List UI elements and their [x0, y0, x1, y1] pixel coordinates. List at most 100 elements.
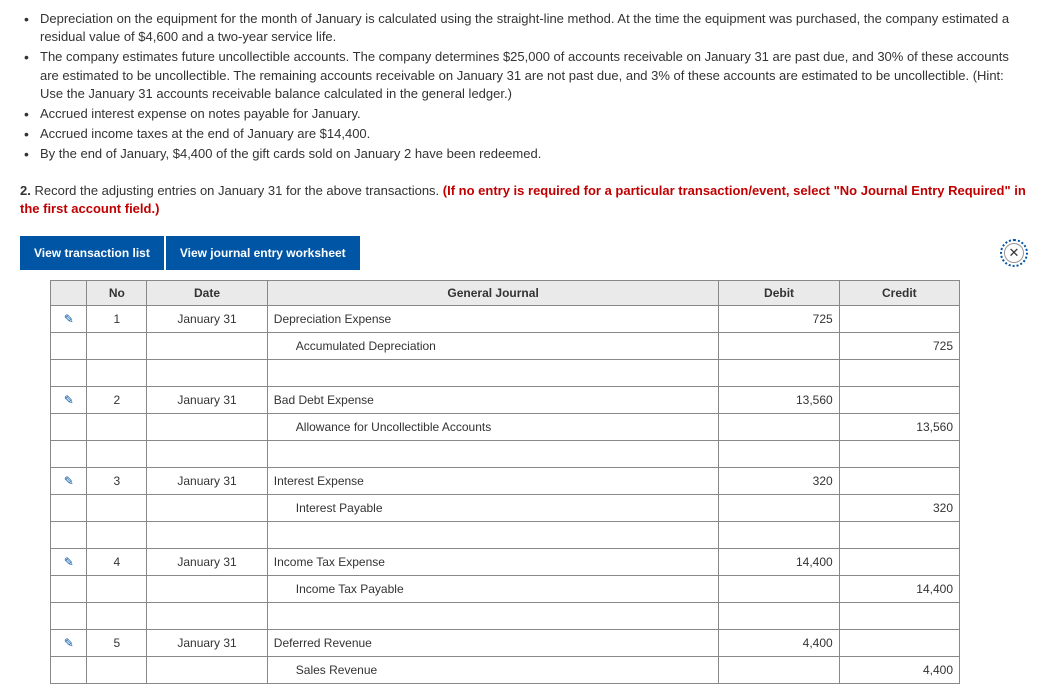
edit-cell [51, 332, 87, 359]
account-name[interactable]: Interest Payable [267, 494, 719, 521]
edit-cell [51, 656, 87, 683]
spacer-cell [719, 521, 839, 548]
debit-amount[interactable]: 725 [719, 305, 839, 332]
spacer-cell [51, 602, 87, 629]
edit-cell[interactable]: ✎ [51, 467, 87, 494]
entry-number [87, 656, 147, 683]
spacer-cell [147, 440, 268, 467]
account-name[interactable]: Income Tax Expense [267, 548, 719, 575]
debit-amount[interactable] [719, 413, 839, 440]
spacer-cell [267, 440, 719, 467]
spacer-cell [51, 359, 87, 386]
credit-amount[interactable] [839, 305, 959, 332]
entry-number: 5 [87, 629, 147, 656]
view-journal-worksheet-button[interactable]: View journal entry worksheet [166, 236, 360, 270]
spacer-cell [147, 521, 268, 548]
spacer-cell [839, 521, 959, 548]
entry-number [87, 494, 147, 521]
credit-amount[interactable] [839, 386, 959, 413]
spacer-cell [839, 440, 959, 467]
spacer-cell [267, 521, 719, 548]
table-row: Income Tax Payable 14,400 [51, 575, 960, 602]
table-row: Interest Payable 320 [51, 494, 960, 521]
debit-amount[interactable]: 320 [719, 467, 839, 494]
journal-table: No Date General Journal Debit Credit ✎1J… [50, 280, 960, 684]
table-row: Accumulated Depreciation 725 [51, 332, 960, 359]
bullet-item: By the end of January, $4,400 of the gif… [20, 145, 1028, 163]
account-name[interactable]: Allowance for Uncollectible Accounts [267, 413, 719, 440]
entry-number: 2 [87, 386, 147, 413]
pencil-icon[interactable]: ✎ [64, 312, 74, 326]
pencil-icon[interactable]: ✎ [64, 474, 74, 488]
bullet-item: Accrued income taxes at the end of Janua… [20, 125, 1028, 143]
account-name[interactable]: Interest Expense [267, 467, 719, 494]
edit-cell[interactable]: ✎ [51, 386, 87, 413]
credit-amount[interactable] [839, 467, 959, 494]
edit-cell[interactable]: ✎ [51, 548, 87, 575]
account-name[interactable]: Sales Revenue [267, 656, 719, 683]
spacer-cell [51, 440, 87, 467]
spacer-cell [719, 359, 839, 386]
entry-date [147, 656, 268, 683]
spacer-row [51, 602, 960, 629]
credit-amount[interactable] [839, 629, 959, 656]
transaction-bullets: Depreciation on the equipment for the mo… [20, 10, 1028, 164]
account-name[interactable]: Bad Debt Expense [267, 386, 719, 413]
bullet-item: Accrued interest expense on notes payabl… [20, 105, 1028, 123]
credit-amount[interactable]: 4,400 [839, 656, 959, 683]
spacer-cell [839, 602, 959, 629]
debit-amount[interactable] [719, 332, 839, 359]
view-transaction-list-button[interactable]: View transaction list [20, 236, 164, 270]
spacer-cell [719, 440, 839, 467]
spacer-cell [87, 359, 147, 386]
debit-amount[interactable]: 4,400 [719, 629, 839, 656]
entry-date [147, 575, 268, 602]
table-row: Allowance for Uncollectible Accounts 13,5… [51, 413, 960, 440]
spacer-cell [87, 440, 147, 467]
entry-date: January 31 [147, 386, 268, 413]
table-row: ✎5January 31Deferred Revenue4,400 [51, 629, 960, 656]
spacer-row [51, 359, 960, 386]
entry-number: 4 [87, 548, 147, 575]
spacer-cell [719, 602, 839, 629]
entry-date: January 31 [147, 305, 268, 332]
debit-amount[interactable] [719, 494, 839, 521]
close-icon: ✕ [1004, 243, 1024, 263]
spacer-cell [839, 359, 959, 386]
debit-amount[interactable] [719, 656, 839, 683]
debit-amount[interactable]: 13,560 [719, 386, 839, 413]
account-name[interactable]: Depreciation Expense [267, 305, 719, 332]
credit-amount[interactable] [839, 548, 959, 575]
entry-number [87, 575, 147, 602]
header-credit: Credit [839, 280, 959, 305]
account-name[interactable]: Deferred Revenue [267, 629, 719, 656]
entry-date [147, 494, 268, 521]
table-row: ✎3January 31Interest Expense320 [51, 467, 960, 494]
header-general-journal: General Journal [267, 280, 719, 305]
close-button[interactable]: ✕ [1000, 239, 1028, 267]
entry-date: January 31 [147, 467, 268, 494]
debit-amount[interactable]: 14,400 [719, 548, 839, 575]
entry-number [87, 332, 147, 359]
credit-amount[interactable]: 14,400 [839, 575, 959, 602]
pencil-icon[interactable]: ✎ [64, 393, 74, 407]
account-name[interactable]: Income Tax Payable [267, 575, 719, 602]
edit-cell[interactable]: ✎ [51, 305, 87, 332]
credit-amount[interactable]: 725 [839, 332, 959, 359]
account-name[interactable]: Accumulated Depreciation [267, 332, 719, 359]
table-row: ✎ 2January 31Bad Debt Expense13,560 [51, 386, 960, 413]
credit-amount[interactable]: 13,560 [839, 413, 959, 440]
spacer-cell [147, 359, 268, 386]
spacer-cell [51, 521, 87, 548]
edit-cell[interactable]: ✎ [51, 629, 87, 656]
entry-date [147, 413, 268, 440]
task-text: Record the adjusting entries on January … [34, 183, 442, 198]
pencil-icon[interactable]: ✎ [64, 555, 74, 569]
spacer-cell [87, 602, 147, 629]
entry-date [147, 332, 268, 359]
spacer-row [51, 521, 960, 548]
debit-amount[interactable] [719, 575, 839, 602]
credit-amount[interactable]: 320 [839, 494, 959, 521]
bullet-item: The company estimates future uncollectib… [20, 48, 1028, 103]
pencil-icon[interactable]: ✎ [64, 636, 74, 650]
